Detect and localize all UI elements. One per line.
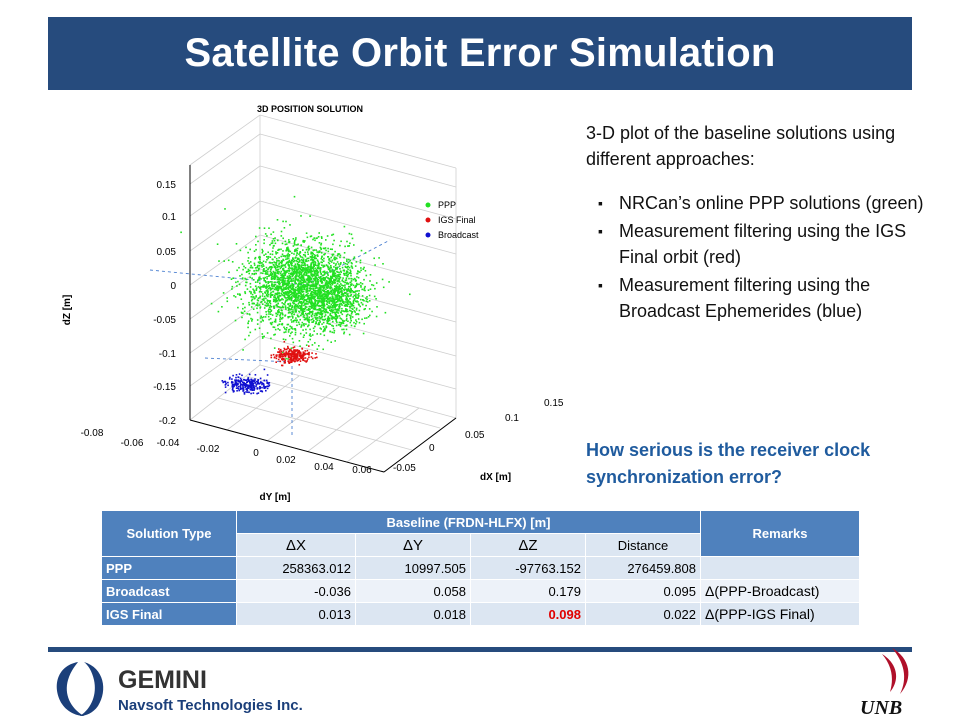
header-dz: ΔZ (470, 533, 586, 557)
z-tick: 0.1 (162, 212, 176, 223)
z-tick-labels: 0.15 0.1 0.05 0 -0.05 -0.1 -0.15 -0.2 (153, 180, 176, 427)
z-axis-label: dZ [m] (62, 295, 73, 326)
header-remarks: Remarks (700, 510, 860, 557)
x-axis-label: dX [m] (480, 472, 511, 483)
header-dy: ΔY (355, 533, 471, 557)
unb-logo: UNB (860, 648, 909, 719)
cell-dx: -0.036 (236, 579, 356, 603)
description-intro: 3-D plot of the baseline solutions using… (586, 123, 896, 169)
y-tick: 0 (253, 448, 259, 459)
x-tick-labels: -0.05 0 0.05 0.1 0.15 (393, 398, 564, 474)
table-row: IGS Final 0.013 0.018 0.098 0.022 Δ(PPP-… (101, 602, 860, 626)
row-solution-type: Broadcast (101, 579, 237, 603)
header-solution-type: Solution Type (101, 510, 237, 557)
cell-remark: Δ(PPP-IGS Final) (700, 602, 860, 626)
legend-igs-marker (425, 217, 431, 223)
plot-points (180, 195, 411, 395)
unb-emblem-icon (882, 648, 909, 694)
plot-grid (189, 114, 457, 473)
approach-item: ▪ NRCan’s online PPP solutions (green) (598, 190, 926, 216)
approach-text: Measurement filtering using the IGS Fina… (619, 221, 907, 267)
y-axis-label: dY [m] (260, 492, 291, 503)
x-tick: 0.05 (465, 430, 485, 441)
x-tick: 0.1 (505, 413, 519, 424)
projection-lines (149, 239, 391, 435)
plot-svg: 3D POSITION SOLUTION 0.15 0.1 0.05 0 -0.… (62, 104, 564, 503)
x-tick: 0 (429, 443, 435, 454)
key-question: How serious is the receiver clock synchr… (586, 440, 871, 487)
z-tick: -0.15 (153, 382, 176, 393)
cell-dy: 0.018 (355, 602, 471, 626)
cell-remark (700, 556, 860, 580)
cell-distance: 276459.808 (585, 556, 701, 580)
cell-distance: 0.022 (585, 602, 701, 626)
cell-remark: Δ(PPP-Broadcast) (700, 579, 860, 603)
gemini-logo: GEMINI Navsoft Technologies Inc. (56, 662, 303, 716)
z-tick: 0.05 (157, 247, 177, 258)
plot-axes (189, 165, 457, 473)
x-tick: -0.05 (393, 463, 416, 474)
plot-legend: PPP IGS Final Broadcast (425, 200, 479, 240)
gemini-emblem-icon (56, 662, 104, 716)
row-solution-type: IGS Final (101, 602, 237, 626)
y-tick: 0.06 (352, 465, 372, 476)
igs-final-point-cloud (270, 340, 318, 367)
y-tick: -0.08 (81, 428, 104, 439)
approach-item: ▪ Measurement filtering using the Broadc… (598, 272, 926, 324)
gemini-name: GEMINI (118, 666, 207, 694)
header-distance: Distance (585, 533, 701, 557)
approach-text: NRCan’s online PPP solutions (green) (619, 193, 924, 213)
ppp-point-cloud-tail (290, 253, 385, 343)
title-bar: Satellite Orbit Error Simulation (48, 17, 912, 90)
z-tick: 0 (170, 281, 176, 292)
row-solution-type: PPP (101, 556, 237, 580)
footer-divider (48, 647, 912, 652)
y-tick: -0.04 (157, 438, 180, 449)
approach-list: ▪ NRCan’s online PPP solutions (green) ▪… (586, 190, 926, 324)
cell-dx: 0.013 (236, 602, 356, 626)
cell-dx: 258363.012 (236, 556, 356, 580)
header-baseline: Baseline (FRDN-HLFX) [m] (236, 510, 701, 534)
approach-item: ▪ Measurement filtering using the IGS Fi… (598, 218, 926, 270)
legend-ppp-label: PPP (438, 200, 456, 210)
header-dx: ΔX (236, 533, 356, 557)
y-tick-labels: -0.08 -0.06 -0.04 -0.02 0 0.02 0.04 0.06 (81, 428, 373, 476)
cell-dz: 0.179 (470, 579, 586, 603)
z-tick: 0.15 (157, 180, 177, 191)
cell-dz: -97763.152 (470, 556, 586, 580)
y-tick: -0.06 (121, 438, 144, 449)
slide-title: Satellite Orbit Error Simulation (184, 31, 776, 75)
cell-distance: 0.095 (585, 579, 701, 603)
table-row: Broadcast -0.036 0.058 0.179 0.095 Δ(PPP… (101, 579, 860, 603)
plot-title: 3D POSITION SOLUTION (257, 104, 363, 114)
position-plot: 3D POSITION SOLUTION 0.15 0.1 0.05 0 -0.… (60, 100, 580, 505)
legend-broadcast-label: Broadcast (438, 230, 479, 240)
gemini-subname: Navsoft Technologies Inc. (118, 697, 303, 714)
bullet-icon: ▪ (598, 195, 603, 211)
table-row: PPP 258363.012 10997.505 -97763.152 2764… (101, 556, 860, 580)
approach-text: Measurement filtering using the Broadcas… (619, 275, 871, 321)
y-tick: 0.02 (276, 455, 296, 466)
cell-dz-highlight: 0.098 (470, 602, 586, 626)
z-tick: -0.05 (153, 315, 176, 326)
cell-dy: 10997.505 (355, 556, 471, 580)
description: 3-D plot of the baseline solutions using… (586, 120, 926, 326)
legend-broadcast-marker (425, 232, 431, 238)
baseline-table: Solution Type Baseline (FRDN-HLFX) [m] R… (101, 510, 860, 626)
bullet-icon: ▪ (598, 223, 603, 239)
z-tick: -0.1 (159, 349, 177, 360)
y-tick: -0.02 (197, 444, 220, 455)
y-tick: 0.04 (314, 462, 334, 473)
unb-name: UNB (860, 697, 902, 719)
x-tick: 0.15 (544, 398, 564, 409)
cell-dy: 0.058 (355, 579, 471, 603)
broadcast-point-cloud (221, 368, 271, 395)
legend-igs-label: IGS Final (438, 215, 476, 225)
bullet-icon: ▪ (598, 277, 603, 293)
legend-ppp-marker (425, 202, 431, 208)
z-tick: -0.2 (159, 416, 177, 427)
